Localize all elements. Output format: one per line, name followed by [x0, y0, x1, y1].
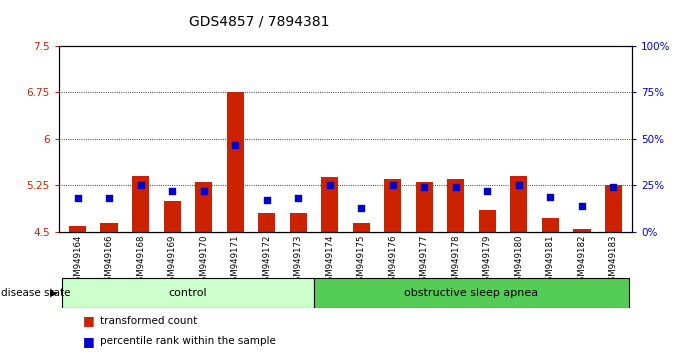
- Text: GSM949175: GSM949175: [357, 234, 366, 287]
- Text: GSM949181: GSM949181: [546, 234, 555, 287]
- Text: GSM949170: GSM949170: [199, 234, 208, 287]
- Bar: [352, 223, 370, 232]
- Text: GSM949176: GSM949176: [388, 234, 397, 287]
- Point: [72, 195, 83, 201]
- Point: [608, 184, 619, 190]
- Bar: [100, 223, 118, 232]
- Bar: [258, 213, 276, 232]
- Point: [104, 195, 115, 201]
- Text: GSM949177: GSM949177: [419, 234, 429, 287]
- Text: transformed count: transformed count: [100, 316, 198, 326]
- Bar: [164, 201, 181, 232]
- Bar: [447, 179, 464, 232]
- Text: GSM949178: GSM949178: [451, 234, 460, 287]
- Point: [356, 205, 367, 211]
- Text: obstructive sleep apnea: obstructive sleep apnea: [404, 288, 538, 298]
- Bar: [321, 177, 339, 232]
- Text: GSM949179: GSM949179: [483, 234, 492, 286]
- Bar: [542, 218, 559, 232]
- Text: GSM949182: GSM949182: [578, 234, 587, 287]
- Text: GSM949169: GSM949169: [168, 234, 177, 286]
- Point: [545, 194, 556, 199]
- Text: ■: ■: [83, 335, 95, 348]
- Text: GSM949173: GSM949173: [294, 234, 303, 287]
- Bar: [132, 176, 149, 232]
- Text: GSM949166: GSM949166: [104, 234, 113, 287]
- Point: [482, 188, 493, 194]
- Point: [387, 183, 398, 188]
- Text: disease state: disease state: [1, 288, 70, 298]
- Text: GSM949168: GSM949168: [136, 234, 145, 287]
- Text: GSM949171: GSM949171: [231, 234, 240, 287]
- Text: GSM949183: GSM949183: [609, 234, 618, 287]
- Point: [135, 183, 146, 188]
- Bar: [69, 226, 86, 232]
- Bar: [62, 278, 314, 308]
- Point: [167, 188, 178, 194]
- Text: control: control: [169, 288, 207, 298]
- Point: [198, 188, 209, 194]
- Point: [451, 184, 462, 190]
- Point: [229, 142, 240, 147]
- Bar: [573, 229, 591, 232]
- Point: [419, 184, 430, 190]
- Bar: [510, 176, 527, 232]
- Text: ■: ■: [83, 314, 95, 327]
- Bar: [314, 278, 629, 308]
- Point: [324, 183, 335, 188]
- Text: GSM949174: GSM949174: [325, 234, 334, 287]
- Bar: [415, 182, 433, 232]
- Bar: [290, 213, 307, 232]
- Text: GDS4857 / 7894381: GDS4857 / 7894381: [189, 14, 330, 28]
- Bar: [384, 179, 401, 232]
- Point: [513, 183, 524, 188]
- Text: percentile rank within the sample: percentile rank within the sample: [100, 336, 276, 346]
- Bar: [227, 92, 244, 232]
- Point: [576, 203, 587, 209]
- Text: GSM949180: GSM949180: [514, 234, 523, 287]
- Bar: [605, 185, 622, 232]
- Bar: [479, 210, 496, 232]
- Point: [261, 198, 272, 203]
- Bar: [195, 182, 212, 232]
- Point: [293, 195, 304, 201]
- Text: ▶: ▶: [50, 288, 58, 298]
- Text: GSM949164: GSM949164: [73, 234, 82, 287]
- Text: GSM949172: GSM949172: [262, 234, 272, 287]
